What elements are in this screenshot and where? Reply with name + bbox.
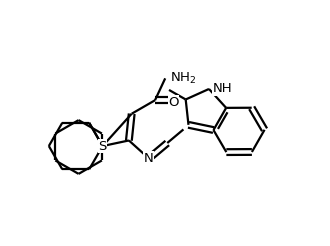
Text: NH: NH [213, 82, 232, 95]
Text: NH$_2$: NH$_2$ [170, 71, 196, 86]
Text: S: S [98, 139, 107, 153]
Text: O: O [168, 96, 179, 109]
Text: N: N [144, 152, 154, 165]
